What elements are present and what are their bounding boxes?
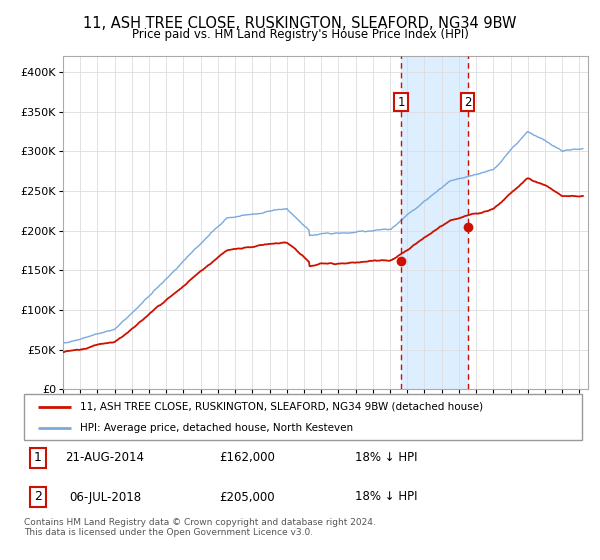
Text: 1: 1 <box>34 451 42 464</box>
Text: HPI: Average price, detached house, North Kesteven: HPI: Average price, detached house, Nort… <box>80 423 353 433</box>
Text: 06-JUL-2018: 06-JUL-2018 <box>69 491 141 503</box>
Text: 18% ↓ HPI: 18% ↓ HPI <box>355 491 418 503</box>
Text: £162,000: £162,000 <box>219 451 275 464</box>
Text: £205,000: £205,000 <box>220 491 275 503</box>
Text: Price paid vs. HM Land Registry's House Price Index (HPI): Price paid vs. HM Land Registry's House … <box>131 28 469 41</box>
Text: 18% ↓ HPI: 18% ↓ HPI <box>355 451 418 464</box>
Bar <box>401 56 467 389</box>
Text: 11, ASH TREE CLOSE, RUSKINGTON, SLEAFORD, NG34 9BW (detached house): 11, ASH TREE CLOSE, RUSKINGTON, SLEAFORD… <box>80 402 483 412</box>
Text: 2: 2 <box>34 491 42 503</box>
Text: 21-AUG-2014: 21-AUG-2014 <box>65 451 145 464</box>
Text: 2: 2 <box>464 96 472 109</box>
Text: 1: 1 <box>397 96 405 109</box>
Text: Contains HM Land Registry data © Crown copyright and database right 2024.
This d: Contains HM Land Registry data © Crown c… <box>24 518 376 538</box>
Text: 11, ASH TREE CLOSE, RUSKINGTON, SLEAFORD, NG34 9BW: 11, ASH TREE CLOSE, RUSKINGTON, SLEAFORD… <box>83 16 517 31</box>
